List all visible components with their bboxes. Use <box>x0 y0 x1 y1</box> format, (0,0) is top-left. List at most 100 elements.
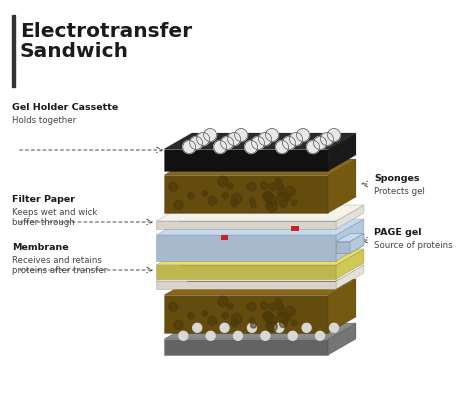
Circle shape <box>261 331 270 340</box>
Polygon shape <box>350 233 364 253</box>
Circle shape <box>275 323 284 332</box>
Circle shape <box>231 199 238 207</box>
Text: Gel Holder Cassette: Gel Holder Cassette <box>12 103 118 112</box>
Circle shape <box>247 323 256 332</box>
Polygon shape <box>156 249 364 265</box>
Circle shape <box>264 192 272 200</box>
Circle shape <box>267 195 277 205</box>
Circle shape <box>259 133 272 145</box>
Circle shape <box>266 201 277 212</box>
Circle shape <box>228 303 233 309</box>
Text: Membrane: Membrane <box>12 243 69 252</box>
Circle shape <box>278 184 284 190</box>
Text: Receives and retains
proteins after transfer: Receives and retains proteins after tran… <box>12 256 107 276</box>
Bar <box>221 235 228 240</box>
Circle shape <box>249 198 255 203</box>
Circle shape <box>328 129 340 141</box>
Polygon shape <box>336 205 364 229</box>
Circle shape <box>288 331 297 340</box>
Polygon shape <box>328 279 356 333</box>
Circle shape <box>169 182 178 191</box>
Circle shape <box>218 296 228 307</box>
Circle shape <box>247 182 256 191</box>
Bar <box>291 226 299 231</box>
Circle shape <box>190 137 203 150</box>
Circle shape <box>283 137 295 150</box>
Polygon shape <box>328 323 356 355</box>
Circle shape <box>174 320 183 330</box>
Circle shape <box>231 313 242 324</box>
Circle shape <box>275 178 282 185</box>
Polygon shape <box>156 281 336 289</box>
Circle shape <box>277 307 286 315</box>
Circle shape <box>234 331 243 340</box>
Circle shape <box>320 133 333 145</box>
Circle shape <box>218 176 228 187</box>
Text: Protects gel: Protects gel <box>374 187 425 196</box>
Circle shape <box>263 192 273 202</box>
Circle shape <box>204 129 217 141</box>
Polygon shape <box>336 249 364 279</box>
Polygon shape <box>328 133 356 171</box>
Circle shape <box>307 141 319 154</box>
Circle shape <box>297 129 310 141</box>
Polygon shape <box>328 159 356 213</box>
Polygon shape <box>164 279 356 295</box>
Text: Sponges: Sponges <box>374 174 419 183</box>
Polygon shape <box>336 265 364 289</box>
Circle shape <box>222 193 228 199</box>
Circle shape <box>266 202 273 208</box>
Polygon shape <box>164 159 356 175</box>
Circle shape <box>247 303 256 311</box>
Polygon shape <box>164 295 328 333</box>
Circle shape <box>251 202 256 208</box>
Circle shape <box>235 129 247 141</box>
Circle shape <box>292 320 297 325</box>
Circle shape <box>231 319 238 327</box>
Circle shape <box>251 322 256 328</box>
Circle shape <box>221 137 234 150</box>
Polygon shape <box>164 339 328 355</box>
Text: Keeps wet and wick
buffer through: Keeps wet and wick buffer through <box>12 208 97 227</box>
Circle shape <box>169 302 178 311</box>
Circle shape <box>222 313 228 319</box>
Circle shape <box>263 312 273 322</box>
Polygon shape <box>164 149 328 171</box>
Circle shape <box>183 141 196 154</box>
Circle shape <box>316 331 325 340</box>
Text: Source of proteins: Source of proteins <box>374 241 453 250</box>
Text: Sandwich: Sandwich <box>20 42 129 61</box>
Circle shape <box>278 304 284 310</box>
Circle shape <box>284 195 291 202</box>
Polygon shape <box>156 205 364 221</box>
Circle shape <box>275 141 289 154</box>
Polygon shape <box>336 233 364 241</box>
Circle shape <box>252 137 264 150</box>
Circle shape <box>214 141 227 154</box>
Circle shape <box>269 303 277 311</box>
Circle shape <box>267 315 277 325</box>
Polygon shape <box>164 175 328 213</box>
Circle shape <box>197 133 210 145</box>
Circle shape <box>208 316 217 325</box>
Circle shape <box>260 182 268 190</box>
Polygon shape <box>164 133 356 149</box>
Polygon shape <box>156 265 336 279</box>
Circle shape <box>286 187 295 196</box>
Circle shape <box>302 323 311 332</box>
Bar <box>12 15 15 87</box>
Circle shape <box>228 133 241 145</box>
Polygon shape <box>336 245 364 253</box>
Circle shape <box>249 318 255 323</box>
Text: PAGE gel: PAGE gel <box>374 228 421 237</box>
Polygon shape <box>164 323 356 339</box>
Circle shape <box>174 200 183 209</box>
Circle shape <box>269 183 277 191</box>
Circle shape <box>188 312 194 319</box>
Circle shape <box>193 323 202 332</box>
Circle shape <box>292 200 297 205</box>
Circle shape <box>179 331 188 340</box>
Circle shape <box>266 322 273 328</box>
Circle shape <box>275 298 282 305</box>
Circle shape <box>264 312 272 320</box>
